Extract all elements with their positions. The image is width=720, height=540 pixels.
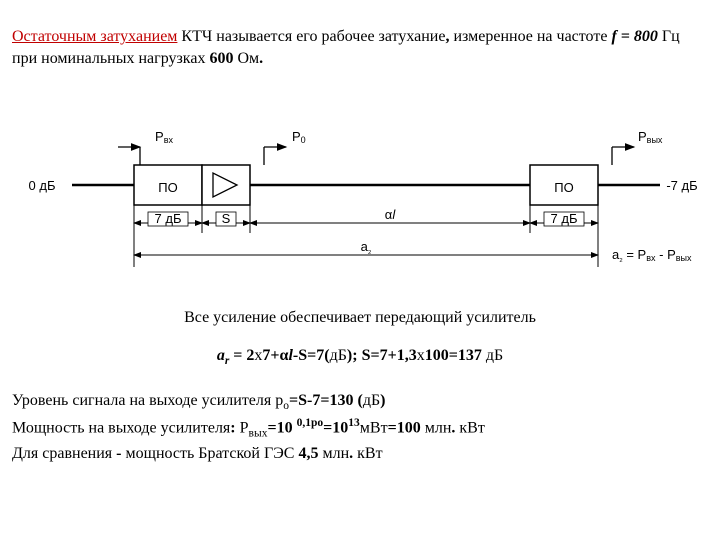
l2e: мВт bbox=[360, 420, 388, 437]
f-mid: -S=7( bbox=[293, 347, 330, 364]
f-eq: = 2 bbox=[229, 347, 254, 364]
l3e: кВт bbox=[353, 445, 382, 462]
f-sep: ); S=7+1,3 bbox=[347, 347, 417, 364]
formula-line: ar = 2x7+αl-S=7(дБ); S=7+1,3x100=137 дБ bbox=[12, 347, 708, 367]
l3d: млн bbox=[318, 445, 349, 462]
alpha-l-label: αl bbox=[385, 207, 397, 222]
po-left-label: ПО bbox=[158, 180, 177, 195]
ohm-value: 600 bbox=[209, 50, 233, 67]
l2sub: вых bbox=[249, 428, 268, 440]
intro-text-4: Ом bbox=[233, 50, 259, 67]
l3b: мощность Братской ГЭС bbox=[122, 445, 299, 462]
seven-db-right: 7 дБ bbox=[551, 211, 578, 226]
bottom-text: Уровень сигнала на выходе усилителя ро=S… bbox=[12, 389, 708, 465]
underlined-term: Остаточным затуханием bbox=[12, 28, 177, 45]
left-db-label: 0 дБ bbox=[29, 178, 56, 193]
l1db: дБ bbox=[363, 392, 380, 409]
l2sup: 0,1ро bbox=[297, 417, 324, 429]
l2c: =10 bbox=[267, 420, 296, 437]
l2f: =100 bbox=[388, 420, 421, 437]
p0-label: P0 bbox=[292, 129, 306, 145]
f-db1: дБ bbox=[330, 347, 347, 364]
p-out-label: Pвых bbox=[638, 129, 663, 145]
f-x2: x bbox=[417, 347, 425, 364]
ar-a: a bbox=[217, 347, 225, 364]
l3a: Для сравнения bbox=[12, 445, 116, 462]
f-7a: 7+α bbox=[262, 347, 288, 364]
intro-text-1: КТЧ называется его рабочее затухание bbox=[177, 28, 445, 45]
l1c: ) bbox=[380, 392, 385, 409]
f-tail: 100=137 bbox=[425, 347, 482, 364]
l1b: =S-7=130 ( bbox=[289, 392, 363, 409]
right-db-label: -7 дБ bbox=[666, 178, 697, 193]
dot-bold: . bbox=[259, 50, 263, 67]
s-label: S bbox=[222, 211, 231, 226]
center-note: Все усиление обеспечивает передающий уси… bbox=[12, 309, 708, 327]
l3c: 4,5 bbox=[298, 445, 318, 462]
seven-db-left: 7 дБ bbox=[155, 211, 182, 226]
l2d: =10 bbox=[323, 420, 348, 437]
p-in-label: Pвх bbox=[155, 129, 173, 145]
l1a: Уровень сигнала на выходе усилителя р bbox=[12, 392, 283, 409]
l2b: Р bbox=[236, 420, 249, 437]
freq-value: f = 800 bbox=[611, 28, 657, 45]
intro-text-2: измеренное на частоте bbox=[449, 28, 611, 45]
l2a: Мощность на выходе усилителя bbox=[12, 420, 230, 437]
note-right: a₂ = Pвх - Pвых bbox=[612, 247, 692, 263]
l2h: кВт bbox=[455, 420, 484, 437]
po-right-label: ПО bbox=[554, 180, 573, 195]
l2g: млн bbox=[421, 420, 452, 437]
ar-span-label: a₂ bbox=[361, 239, 372, 255]
l2sup2: 13 bbox=[348, 417, 360, 429]
intro-paragraph: Остаточным затуханием КТЧ называется его… bbox=[12, 26, 708, 69]
f-db2: дБ bbox=[482, 347, 503, 364]
signal-diagram: ПО ПО 0 дБ -7 дБ Pвх P0 Pвы bbox=[12, 95, 708, 295]
